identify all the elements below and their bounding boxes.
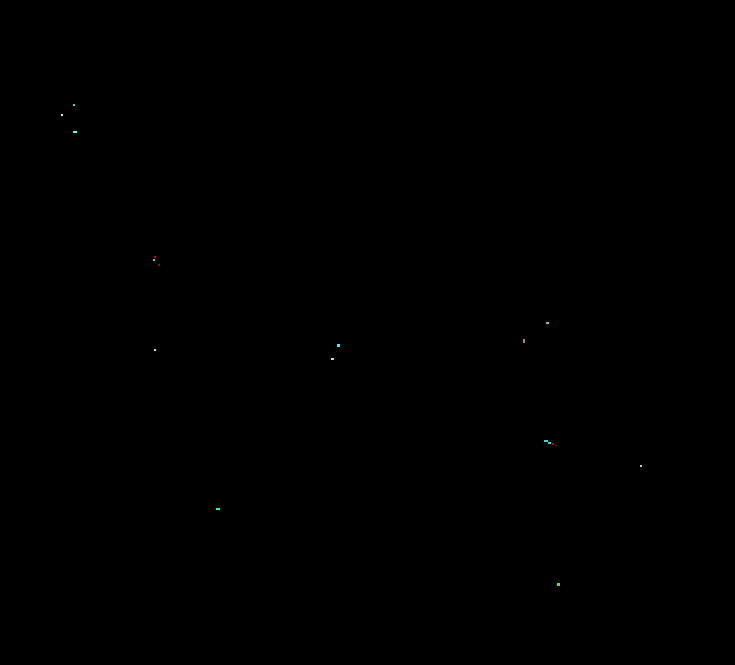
star-white-2 — [154, 349, 156, 351]
star-green-dash-1 — [216, 508, 220, 510]
star-cyan-2 — [153, 259, 155, 261]
star-red-2 — [158, 264, 160, 266]
star-red-3 — [552, 443, 554, 445]
star-white-1 — [61, 114, 63, 116]
star-cyan-dash-2 — [546, 322, 549, 324]
star-cyan-dash-3 — [544, 440, 548, 442]
star-cyan-3 — [337, 344, 340, 347]
star-cyan-dash-4 — [548, 442, 551, 444]
star-magenta-dash-1 — [523, 339, 525, 343]
star-red-1 — [154, 256, 156, 258]
star-white-dash-1 — [331, 358, 334, 360]
star-cyan-1 — [73, 104, 75, 106]
star-white-3 — [640, 465, 642, 467]
star-green-1 — [557, 583, 560, 586]
star-red-4 — [555, 445, 557, 446]
star-cyan-dash-1 — [73, 131, 77, 133]
